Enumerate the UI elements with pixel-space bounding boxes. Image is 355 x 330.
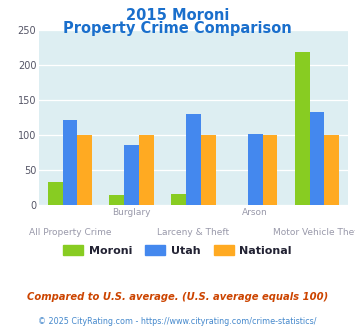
Bar bbox=[324, 135, 339, 205]
Bar bbox=[201, 135, 216, 205]
Bar bbox=[109, 195, 124, 205]
Bar bbox=[295, 52, 310, 205]
Text: Burglary: Burglary bbox=[113, 208, 151, 217]
Bar bbox=[186, 114, 201, 205]
Text: 2015 Moroni: 2015 Moroni bbox=[126, 8, 229, 23]
Bar bbox=[139, 135, 154, 205]
Bar bbox=[77, 135, 92, 205]
Text: Property Crime Comparison: Property Crime Comparison bbox=[63, 21, 292, 36]
Bar bbox=[62, 120, 77, 205]
Bar bbox=[263, 135, 278, 205]
Legend: Moroni, Utah, National: Moroni, Utah, National bbox=[59, 240, 296, 260]
Text: Larceny & Theft: Larceny & Theft bbox=[157, 228, 230, 237]
Bar bbox=[124, 145, 139, 205]
Bar bbox=[171, 194, 186, 205]
Bar bbox=[310, 112, 324, 205]
Text: All Property Crime: All Property Crime bbox=[29, 228, 111, 237]
Text: © 2025 CityRating.com - https://www.cityrating.com/crime-statistics/: © 2025 CityRating.com - https://www.city… bbox=[38, 317, 317, 326]
Text: Compared to U.S. average. (U.S. average equals 100): Compared to U.S. average. (U.S. average … bbox=[27, 292, 328, 302]
Text: Arson: Arson bbox=[242, 208, 268, 217]
Text: Motor Vehicle Theft: Motor Vehicle Theft bbox=[273, 228, 355, 237]
Bar bbox=[248, 134, 263, 205]
Bar bbox=[48, 182, 62, 205]
